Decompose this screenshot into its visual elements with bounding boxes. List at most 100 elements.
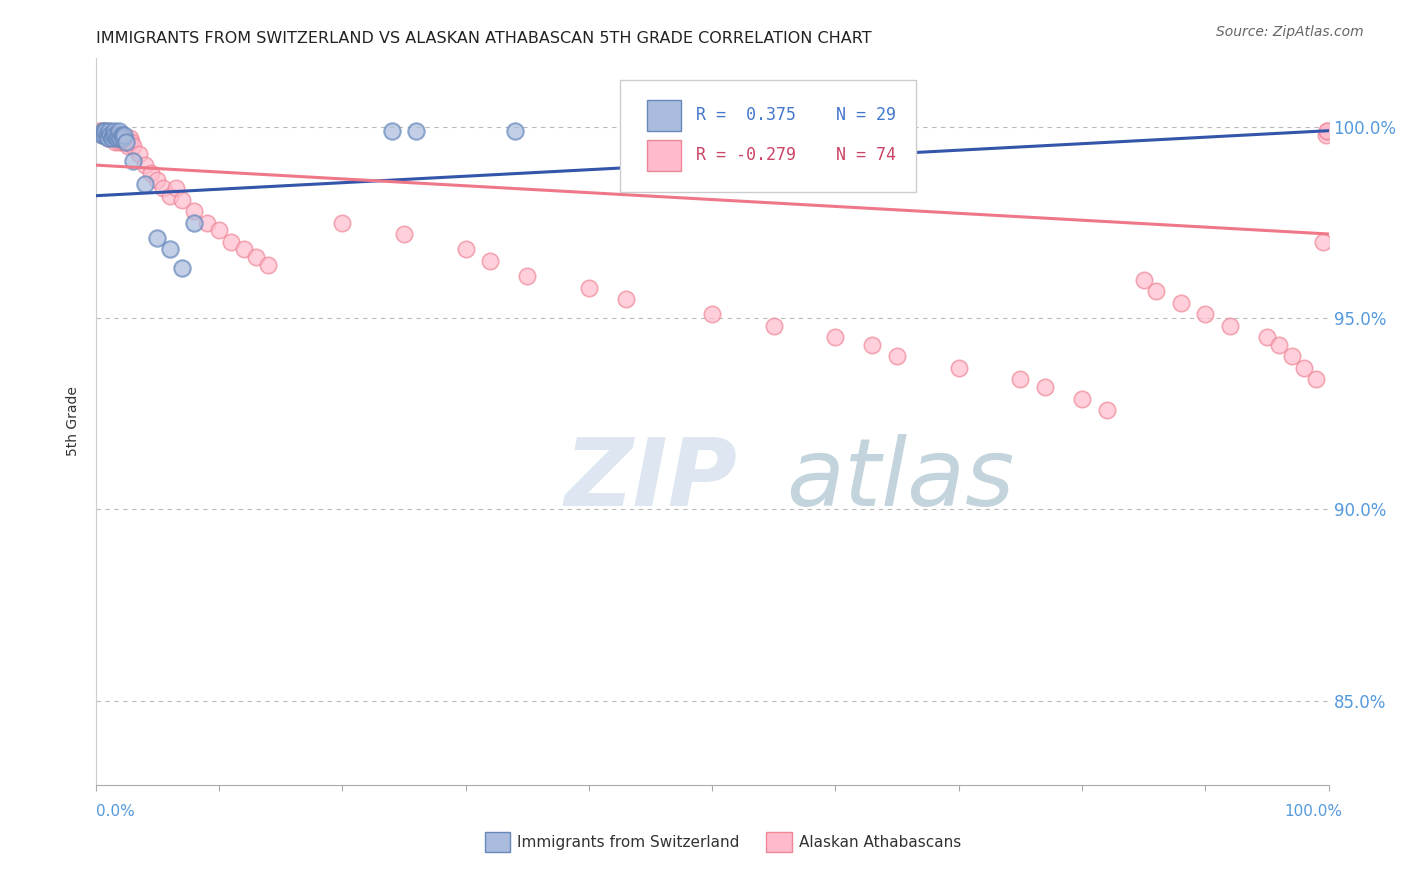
Point	[1132, 273, 1154, 287]
Point	[1033, 380, 1056, 394]
Point	[170, 193, 193, 207]
Point	[1071, 392, 1094, 406]
Text: atlas: atlas	[786, 434, 1014, 525]
Point	[103, 123, 125, 137]
Point	[110, 135, 132, 149]
Point	[89, 123, 111, 137]
Point	[134, 158, 156, 172]
Text: IMMIGRANTS FROM SWITZERLAND VS ALASKAN ATHABASCAN 5TH GRADE CORRELATION CHART: IMMIGRANTS FROM SWITZERLAND VS ALASKAN A…	[96, 31, 872, 46]
Point	[1268, 338, 1291, 352]
Point	[94, 123, 117, 137]
Point	[94, 123, 117, 137]
Point	[107, 131, 129, 145]
Point	[1292, 360, 1315, 375]
Point	[90, 128, 112, 142]
Point	[1010, 372, 1032, 386]
Point	[824, 330, 846, 344]
Point	[1312, 235, 1334, 249]
Point	[762, 318, 785, 333]
Point	[91, 123, 114, 137]
FancyBboxPatch shape	[620, 79, 915, 193]
Point	[146, 173, 169, 187]
Point	[90, 128, 112, 142]
Point	[503, 123, 526, 137]
Point	[134, 178, 156, 192]
Point	[170, 261, 193, 276]
Point	[1194, 307, 1216, 321]
Point	[100, 131, 122, 145]
Point	[146, 231, 169, 245]
Point	[183, 204, 205, 219]
Point	[195, 215, 218, 229]
Point	[121, 154, 143, 169]
Point	[93, 128, 115, 142]
Point	[405, 123, 427, 137]
Text: Immigrants from Switzerland: Immigrants from Switzerland	[517, 835, 740, 849]
Point	[1316, 123, 1339, 137]
Point	[104, 128, 127, 142]
Point	[330, 215, 353, 229]
Point	[614, 292, 637, 306]
Point	[1095, 403, 1118, 417]
Text: Alaskan Athabascans: Alaskan Athabascans	[799, 835, 960, 849]
Point	[103, 131, 125, 145]
Point	[105, 131, 128, 145]
Point	[702, 307, 724, 321]
Point	[219, 235, 242, 249]
Point	[1144, 285, 1167, 299]
Point	[152, 181, 174, 195]
Point	[159, 188, 181, 202]
Point	[118, 135, 141, 149]
Point	[139, 166, 162, 180]
Point	[1316, 123, 1339, 137]
Point	[97, 131, 120, 145]
Point	[1256, 330, 1278, 344]
Text: Source: ZipAtlas.com: Source: ZipAtlas.com	[1216, 25, 1364, 39]
Point	[111, 131, 134, 145]
Point	[948, 360, 970, 375]
Point	[120, 135, 142, 149]
Point	[97, 131, 120, 145]
Point	[886, 350, 908, 364]
Point	[165, 181, 187, 195]
Point	[105, 128, 128, 142]
Point	[108, 135, 131, 149]
Point	[114, 131, 136, 145]
Point	[392, 227, 415, 241]
Point	[115, 135, 138, 149]
Point	[1170, 296, 1192, 310]
Point	[100, 128, 122, 142]
Point	[110, 131, 132, 145]
Point	[98, 123, 121, 137]
Point	[578, 280, 600, 294]
Point	[121, 139, 143, 153]
Point	[128, 146, 150, 161]
FancyBboxPatch shape	[647, 100, 682, 130]
Text: 100.0%: 100.0%	[1285, 805, 1343, 819]
Point	[110, 131, 132, 145]
Y-axis label: 5th Grade: 5th Grade	[66, 386, 80, 457]
Point	[120, 131, 142, 145]
Point	[96, 128, 118, 142]
FancyBboxPatch shape	[647, 140, 682, 170]
Point	[115, 135, 138, 149]
Point	[100, 128, 122, 142]
Point	[1219, 318, 1241, 333]
Point	[100, 131, 122, 145]
Point	[183, 215, 205, 229]
Point	[104, 135, 127, 149]
Point	[1281, 350, 1303, 364]
Text: ZIP: ZIP	[564, 434, 737, 525]
Point	[112, 135, 135, 149]
Point	[232, 242, 254, 256]
Point	[454, 242, 477, 256]
Point	[93, 128, 115, 142]
Point	[112, 128, 135, 142]
Point	[111, 131, 134, 145]
Point	[101, 128, 124, 142]
Point	[245, 250, 267, 264]
Point	[257, 258, 280, 272]
Text: R = -0.279    N = 74: R = -0.279 N = 74	[696, 145, 896, 163]
Text: R =  0.375    N = 29: R = 0.375 N = 29	[696, 105, 896, 124]
Point	[516, 269, 538, 284]
